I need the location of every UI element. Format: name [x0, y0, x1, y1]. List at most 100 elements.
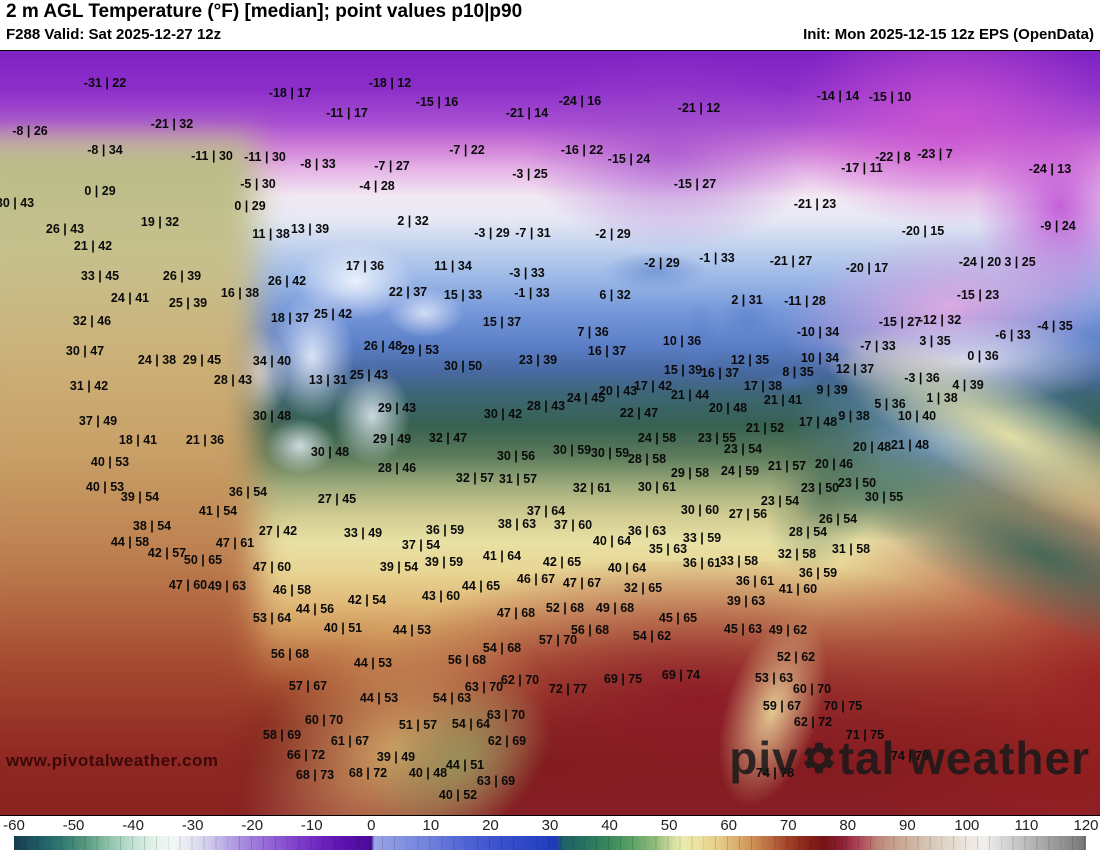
colorbar-tick: 60: [720, 817, 737, 834]
point-value-label: 41 | 64: [482, 549, 522, 563]
point-value-label: 21 | 42: [73, 239, 113, 253]
point-value-label: -23 | 7: [917, 147, 953, 161]
brand-watermark-prefix: piv: [729, 732, 799, 784]
point-value-label: 25 | 42: [313, 307, 353, 321]
colorbar: -60 -50 -40 -30 -20 -10 0 10 20 30 40 50 60 70 80 90 100…: [0, 816, 1100, 850]
colorbar-tick: 90: [898, 817, 916, 834]
point-value-label: -21 | 32: [150, 117, 194, 131]
point-value-label: -11 | 30: [244, 150, 286, 164]
point-value-label: -2 | 29: [644, 256, 680, 270]
point-value-label: 24 | 38: [137, 353, 177, 367]
point-value-label: -12 | 32: [918, 313, 962, 327]
point-value-label: 20 | 48: [852, 440, 892, 454]
point-value-label: 42 | 65: [542, 555, 582, 569]
point-value-label: 22 | 37: [388, 285, 428, 299]
point-value-label: 56 | 68: [270, 647, 310, 661]
map-canvas[interactable]: -31 | 22 -8 | 26 -21 | 32 -8 | 34 -11 | 30 -1…: [0, 50, 1100, 816]
point-value-label: 33 | 45: [80, 269, 120, 283]
point-value-label: 32 | 58: [777, 547, 817, 561]
point-value-label: 59 | 67: [762, 699, 802, 713]
point-value-label: 23 | 50: [837, 476, 877, 490]
point-value-label: 17 | 38: [743, 379, 783, 393]
point-value-label: -21 | 12: [677, 101, 721, 115]
point-value-label: 20 | 46: [814, 457, 854, 471]
point-value-label: -21 | 14: [505, 106, 549, 120]
point-value-label: 24 | 45: [566, 391, 606, 405]
page-title: 2 m AGL Temperature (°F) [median]; point…: [6, 1, 523, 22]
point-value-label: 63 | 70: [464, 680, 504, 694]
point-value-label: -24 | 16: [558, 94, 602, 108]
point-value-label: 62 | 72: [793, 715, 833, 729]
point-value-label: -3 | 36: [904, 371, 940, 385]
point-value-label: 30 | 47: [65, 344, 105, 358]
point-value-label: 19 | 32: [140, 215, 180, 229]
point-value-label: 40 | 52: [438, 788, 478, 802]
great-lakes-layer: [0, 51, 1100, 815]
point-value-label: 40 | 51: [323, 621, 363, 635]
point-value-label: -15 | 27: [878, 315, 922, 329]
point-value-label: 32 | 61: [572, 481, 612, 495]
point-value-label: 9 | 38: [838, 409, 870, 423]
point-value-label: 21 | 48: [890, 438, 930, 452]
point-value-label: 18 | 37: [270, 311, 310, 325]
point-value-label: 26 | 42: [267, 274, 307, 288]
point-value-label: -10 | 34: [796, 325, 840, 339]
point-value-label: 37 | 49: [78, 414, 118, 428]
point-value-label: 53 | 64: [252, 611, 292, 625]
point-value-label: 9 | 39: [816, 383, 848, 397]
point-value-label: -16 | 22: [560, 143, 604, 157]
point-value-label: -7 | 33: [860, 339, 896, 353]
point-value-label: 32 | 47: [428, 431, 468, 445]
point-value-label: 41 | 60: [778, 582, 818, 596]
point-value-label: 13 | 39: [290, 222, 330, 236]
point-value-label: 11 | 38: [252, 227, 290, 241]
point-value-label: 32 | 57: [455, 471, 495, 485]
point-value-label: 62 | 69: [487, 734, 527, 748]
point-value-label: 3 | 25: [1004, 255, 1036, 269]
point-value-label: 46 | 58: [272, 583, 312, 597]
brand-watermark-suffix: tal weather: [838, 732, 1090, 784]
point-value-label: 29 | 49: [372, 432, 412, 446]
point-value-label: -31 | 22: [83, 76, 127, 90]
colorbar-ticks: -60 -50 -40 -30 -20 -10 0 10 20 30 40 50 60 70 80 90 100…: [0, 816, 1100, 836]
point-value-label: 41 | 54: [198, 504, 238, 518]
point-value-label: 30 | 59: [552, 443, 592, 457]
point-value-label: 39 | 54: [379, 560, 419, 574]
point-value-label: 35 | 63: [648, 542, 688, 556]
point-value-label: 17 | 36: [345, 259, 385, 273]
point-value-label: 10 | 36: [662, 334, 702, 348]
point-value-label: -7 | 27: [374, 159, 410, 173]
init-time-label: Init: Mon 2025-12-15 12z EPS (OpenData): [803, 26, 1094, 43]
point-value-label: 0 | 29: [84, 184, 116, 198]
point-value-label: 29 | 45: [182, 353, 222, 367]
point-value-label: 57 | 67: [288, 679, 328, 693]
northeast-pink-layer: [771, 208, 1100, 404]
point-value-label: 30 | 43: [0, 196, 35, 210]
colorbar-tick: -60: [3, 817, 25, 834]
point-value-label: 56 | 68: [570, 623, 610, 637]
colorbar-tick: 20: [482, 817, 499, 834]
temperature-band-base-layer: [0, 51, 1100, 815]
point-value-label: 47 | 60: [252, 560, 292, 574]
point-value-label: 21 | 57: [767, 459, 807, 473]
point-value-label: -8 | 33: [300, 157, 336, 171]
point-value-label: 21 | 41: [763, 393, 803, 407]
point-value-label: 30 | 42: [483, 407, 523, 421]
point-value-label: 42 | 54: [347, 593, 387, 607]
point-value-label: -21 | 23: [793, 197, 837, 211]
point-value-label: 27 | 45: [317, 492, 357, 506]
point-value-label: 47 | 67: [562, 576, 602, 590]
point-value-label: 49 | 63: [207, 579, 247, 593]
point-value-label: 38 | 63: [497, 517, 537, 531]
point-value-label: 70 | 75: [823, 699, 863, 713]
point-value-label: 39 | 49: [376, 750, 416, 764]
point-value-label: 12 | 37: [835, 362, 875, 376]
point-value-label: 29 | 53: [400, 343, 440, 357]
point-value-label: -15 | 10: [868, 90, 912, 104]
point-value-label: 47 | 60: [168, 578, 208, 592]
point-value-label: 31 | 42: [69, 379, 109, 393]
point-value-label: -9 | 24: [1040, 219, 1076, 233]
point-value-label: 47 | 68: [496, 606, 536, 620]
point-value-label: 38 | 54: [132, 519, 172, 533]
